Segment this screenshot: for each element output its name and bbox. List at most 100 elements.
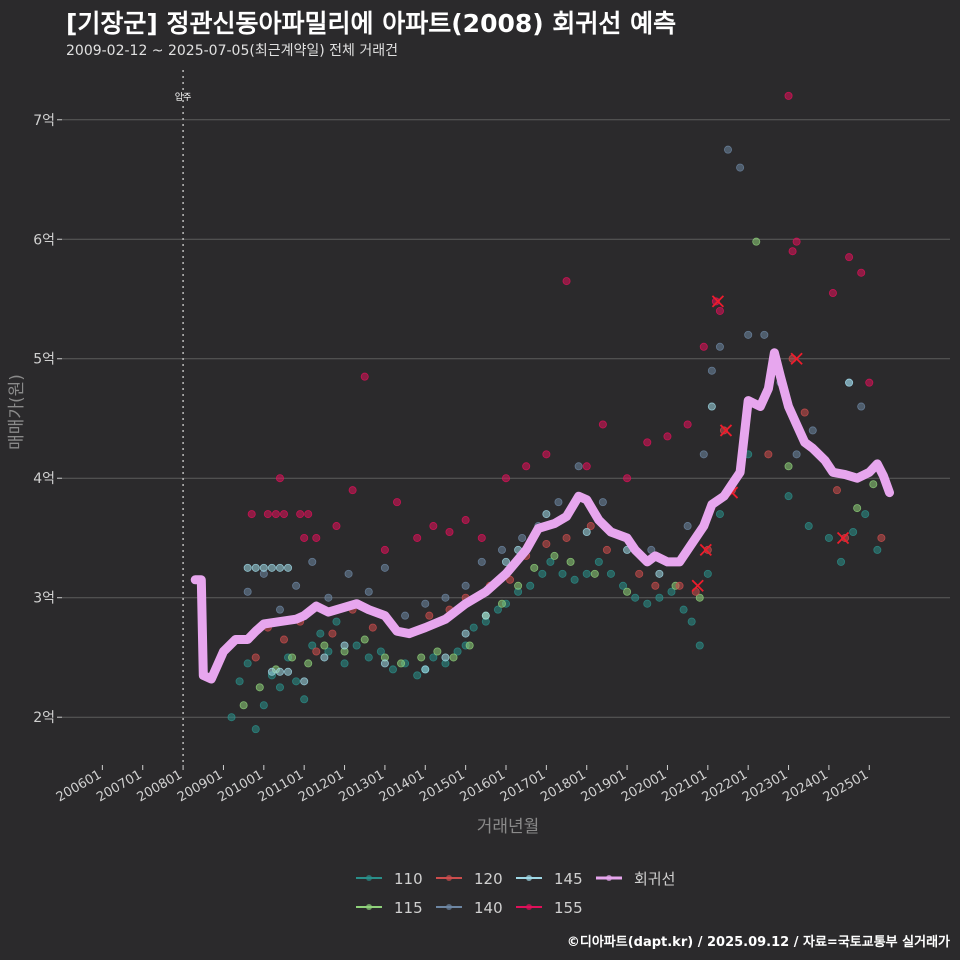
point-140 [744, 330, 753, 339]
legend-key-dot [606, 875, 612, 881]
legend-key-dot [366, 904, 372, 910]
x-tick-label: 201001 [215, 767, 265, 805]
point-155 [279, 510, 288, 519]
point-115 [320, 641, 329, 650]
point-140 [401, 611, 410, 620]
point-110 [453, 647, 462, 656]
point-155 [275, 474, 284, 483]
point-155 [360, 372, 369, 381]
point-145 [275, 563, 284, 572]
point-110 [784, 492, 793, 501]
point-115 [752, 237, 761, 246]
point-110 [667, 587, 676, 596]
point-115 [853, 504, 862, 513]
point-120 [764, 450, 773, 459]
x-tick-label: 200601 [54, 767, 104, 805]
point-110 [308, 641, 317, 650]
point-155 [562, 277, 571, 286]
point-110 [570, 575, 579, 584]
point-110 [804, 522, 813, 531]
point-155 [788, 247, 797, 256]
point-120 [251, 653, 260, 662]
point-145 [845, 378, 854, 387]
point-120 [841, 533, 850, 542]
point-155 [348, 486, 357, 495]
point-115 [239, 701, 248, 710]
x-axis-label: 거래년월 [477, 817, 540, 837]
point-140 [715, 342, 724, 351]
point-110 [275, 683, 284, 692]
point-140 [292, 581, 301, 590]
y-tick-label: 4억 [33, 471, 55, 487]
point-145 [582, 528, 591, 537]
x-tick-label: 201701 [498, 767, 548, 805]
x-tick-label: 201401 [377, 767, 427, 805]
legend-label-145: 145 [554, 870, 583, 888]
x-tick-label: 201101 [256, 767, 306, 805]
point-120 [312, 647, 321, 656]
point-155 [300, 533, 309, 542]
point-115 [417, 653, 426, 662]
legend-label-120: 120 [474, 870, 503, 888]
point-110 [352, 641, 361, 650]
point-155 [643, 438, 652, 447]
point-120 [651, 581, 660, 590]
point-140 [808, 426, 817, 435]
point-145 [542, 510, 551, 519]
point-155 [582, 462, 591, 471]
legend-label-110: 110 [394, 870, 423, 888]
legend-key-dot [526, 904, 532, 910]
point-155 [332, 522, 341, 531]
x-axis: 2006012007012008012009012010012011012012… [54, 765, 871, 805]
point-140 [598, 498, 607, 507]
point-115 [465, 641, 474, 650]
point-110 [619, 581, 628, 590]
point-140 [554, 498, 563, 507]
point-140 [707, 366, 716, 375]
point-120 [877, 533, 886, 542]
point-110 [376, 647, 385, 656]
point-140 [699, 450, 708, 459]
point-145 [284, 667, 293, 676]
point-110 [429, 653, 438, 662]
point-155 [380, 545, 389, 554]
point-120 [800, 408, 809, 417]
x-tick-label: 200901 [175, 767, 225, 805]
point-110 [227, 713, 236, 722]
point-120 [506, 575, 515, 584]
point-145 [707, 402, 716, 411]
point-110 [558, 569, 567, 578]
point-120 [328, 629, 337, 638]
point-155 [792, 237, 801, 246]
x-tick-label: 201301 [336, 767, 386, 805]
point-110 [849, 528, 858, 537]
point-155 [522, 462, 531, 471]
point-110 [235, 677, 244, 686]
point-140 [477, 557, 486, 566]
y-tick-label: 7억 [33, 113, 55, 129]
point-110 [388, 665, 397, 674]
point-145 [340, 641, 349, 650]
point-140 [421, 599, 430, 608]
point-110 [546, 557, 555, 566]
point-140 [364, 587, 373, 596]
x-tick-label: 201901 [579, 767, 629, 805]
point-115 [449, 653, 458, 662]
point-115 [530, 563, 539, 572]
point-120 [562, 533, 571, 542]
point-120 [425, 611, 434, 620]
point-110 [292, 677, 301, 686]
point-110 [631, 593, 640, 602]
point-140 [497, 545, 506, 554]
point-155 [247, 510, 256, 519]
point-120 [368, 623, 377, 632]
point-155 [271, 510, 280, 519]
point-115 [397, 659, 406, 668]
point-155 [865, 378, 874, 387]
highlight-markers [691, 295, 850, 592]
point-120 [542, 539, 551, 548]
point-110 [243, 659, 252, 668]
highlight-x-marker [711, 295, 725, 308]
x-tick-label: 201601 [458, 767, 508, 805]
